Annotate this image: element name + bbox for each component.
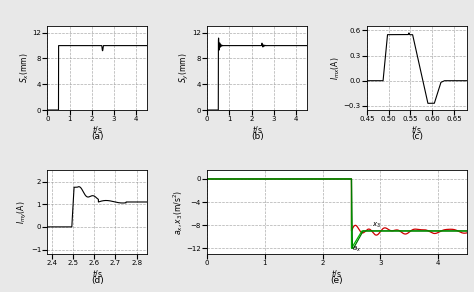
Title: (d): (d) — [91, 277, 104, 285]
X-axis label: $t$/s: $t$/s — [331, 268, 343, 279]
Title: (e): (e) — [331, 277, 343, 285]
X-axis label: $t$/s: $t$/s — [252, 124, 263, 135]
Y-axis label: $S_y$(mm): $S_y$(mm) — [178, 53, 191, 83]
Y-axis label: $I_{mx}$(A): $I_{mx}$(A) — [330, 56, 342, 80]
Y-axis label: $S_x$(mm): $S_x$(mm) — [18, 53, 31, 83]
Y-axis label: $I_{my}$(A): $I_{my}$(A) — [16, 201, 29, 224]
X-axis label: $t$/s: $t$/s — [92, 268, 103, 279]
Y-axis label: $a_x,x_3$(m/s$^2$): $a_x,x_3$(m/s$^2$) — [171, 190, 185, 235]
X-axis label: $t$/s: $t$/s — [411, 124, 422, 135]
Title: (c): (c) — [411, 132, 423, 141]
Title: (b): (b) — [251, 132, 264, 141]
Text: $a_x$: $a_x$ — [352, 245, 361, 254]
Text: $x_3$: $x_3$ — [372, 221, 381, 230]
Title: (a): (a) — [91, 132, 104, 141]
X-axis label: $t$/s: $t$/s — [92, 124, 103, 135]
